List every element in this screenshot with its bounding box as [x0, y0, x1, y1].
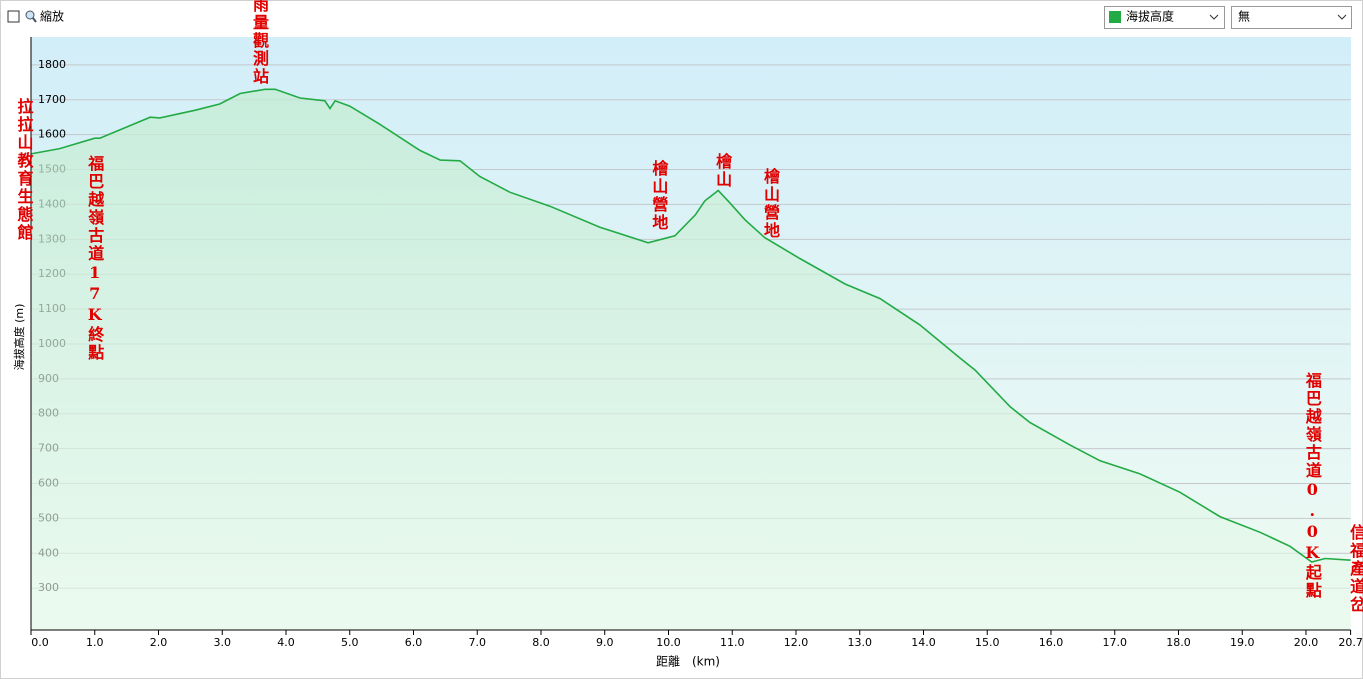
x-tick-label: 17.0 [1102, 636, 1127, 649]
series-dropdown-text: 海拔高度 [1126, 9, 1174, 24]
x-tick-label: 20.7 [1338, 636, 1363, 649]
annotation: 檜山營地 [649, 159, 668, 232]
x-tick-label: 5.0 [341, 636, 359, 649]
second-dropdown[interactable] [1231, 6, 1352, 29]
x-tick-label: 15.0 [975, 636, 1000, 649]
x-tick-label: 18.0 [1166, 636, 1191, 649]
annotation: 檜山 [713, 152, 732, 189]
x-tick-label: 2.0 [150, 636, 168, 649]
y-tick-label: 1800 [38, 58, 66, 71]
x-tick-label: 13.0 [847, 636, 872, 649]
series-dropdown[interactable] [1104, 6, 1225, 29]
zoom-checkbox[interactable] [7, 10, 20, 23]
x-tick-label: 12.0 [784, 636, 809, 649]
annotation: 雨量觀測站 [250, 0, 269, 86]
x-tick-label: 7.0 [468, 636, 486, 649]
x-tick-label: 3.0 [213, 636, 231, 649]
elevation-line [30, 88, 1351, 563]
x-tick-label: 0.0 [31, 636, 49, 649]
zoom-label: 縮放 [40, 9, 64, 24]
annotation: 信福產道岔 [1347, 523, 1363, 614]
x-tick-label: 8.0 [532, 636, 550, 649]
x-tick-label: 4.0 [277, 636, 295, 649]
x-tick-label: 19.0 [1230, 636, 1255, 649]
x-axis-label: 距離 (km) [656, 655, 720, 669]
annotation: 拉拉山教育生態館 [15, 97, 34, 242]
y-tick-label: 1700 [38, 93, 66, 106]
x-tick-label: 20.0 [1294, 636, 1319, 649]
elevation-area [31, 89, 1351, 631]
annotation: 福巴越嶺古道17K終點 [85, 154, 105, 362]
x-tick-label: 10.0 [656, 636, 681, 649]
x-tick-label: 14.0 [911, 636, 936, 649]
annotation: 福巴越嶺古道0.0K起點 [1303, 371, 1323, 600]
annotation: 檜山營地 [761, 167, 780, 240]
x-tick-label: 9.0 [596, 636, 614, 649]
x-tick-label: 11.0 [720, 636, 745, 649]
y-axis-label: 海拔高度 (m) [12, 304, 26, 371]
y-tick-label: 1600 [38, 128, 66, 141]
x-tick-label: 16.0 [1039, 636, 1064, 649]
x-tick-label: 6.0 [405, 636, 423, 649]
x-tick-label: 1.0 [86, 636, 104, 649]
zoom-icon [25, 10, 37, 23]
second-dropdown-text: 無 [1238, 9, 1250, 24]
